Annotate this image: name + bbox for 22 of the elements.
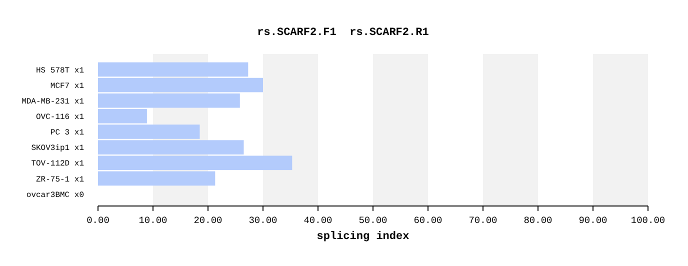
x-tick-label: 60.00 bbox=[414, 215, 443, 226]
x-tick-label: 70.00 bbox=[468, 215, 498, 226]
x-axis-title: splicing index bbox=[316, 231, 410, 243]
x-tick-label: 0.00 bbox=[86, 215, 110, 226]
x-tick-label: 20.00 bbox=[194, 215, 223, 226]
y-tick-label: OVC-116 x1 bbox=[36, 112, 84, 122]
x-tick-label: 100.00 bbox=[630, 215, 666, 226]
y-tick-label: MCF7 x1 bbox=[50, 82, 84, 91]
y-tick-label: SKOV3ip1 x1 bbox=[31, 144, 84, 154]
y-tick-label: PC 3 x1 bbox=[50, 128, 84, 138]
y-tick-label: ZR-75-1 x1 bbox=[36, 175, 84, 184]
x-tick-label: 80.00 bbox=[524, 215, 553, 226]
x-tick-label: 50.00 bbox=[358, 215, 388, 226]
y-tick-label: HS 578T x1 bbox=[36, 66, 84, 76]
y-tick-label: MDA-MB-231 x1 bbox=[22, 97, 84, 106]
x-tick-label: 30.00 bbox=[248, 215, 278, 226]
y-tick-label: ovcar3BMC x0 bbox=[26, 190, 84, 200]
x-tick-label: 10.00 bbox=[138, 215, 168, 226]
chart-title: rs.SCARF2.F1 rs.SCARF2.R1 bbox=[257, 27, 430, 39]
x-tick-label: 90.00 bbox=[578, 215, 608, 226]
x-tick-label: 40.00 bbox=[304, 215, 333, 226]
y-tick-label: TOV-112D x1 bbox=[31, 160, 84, 169]
